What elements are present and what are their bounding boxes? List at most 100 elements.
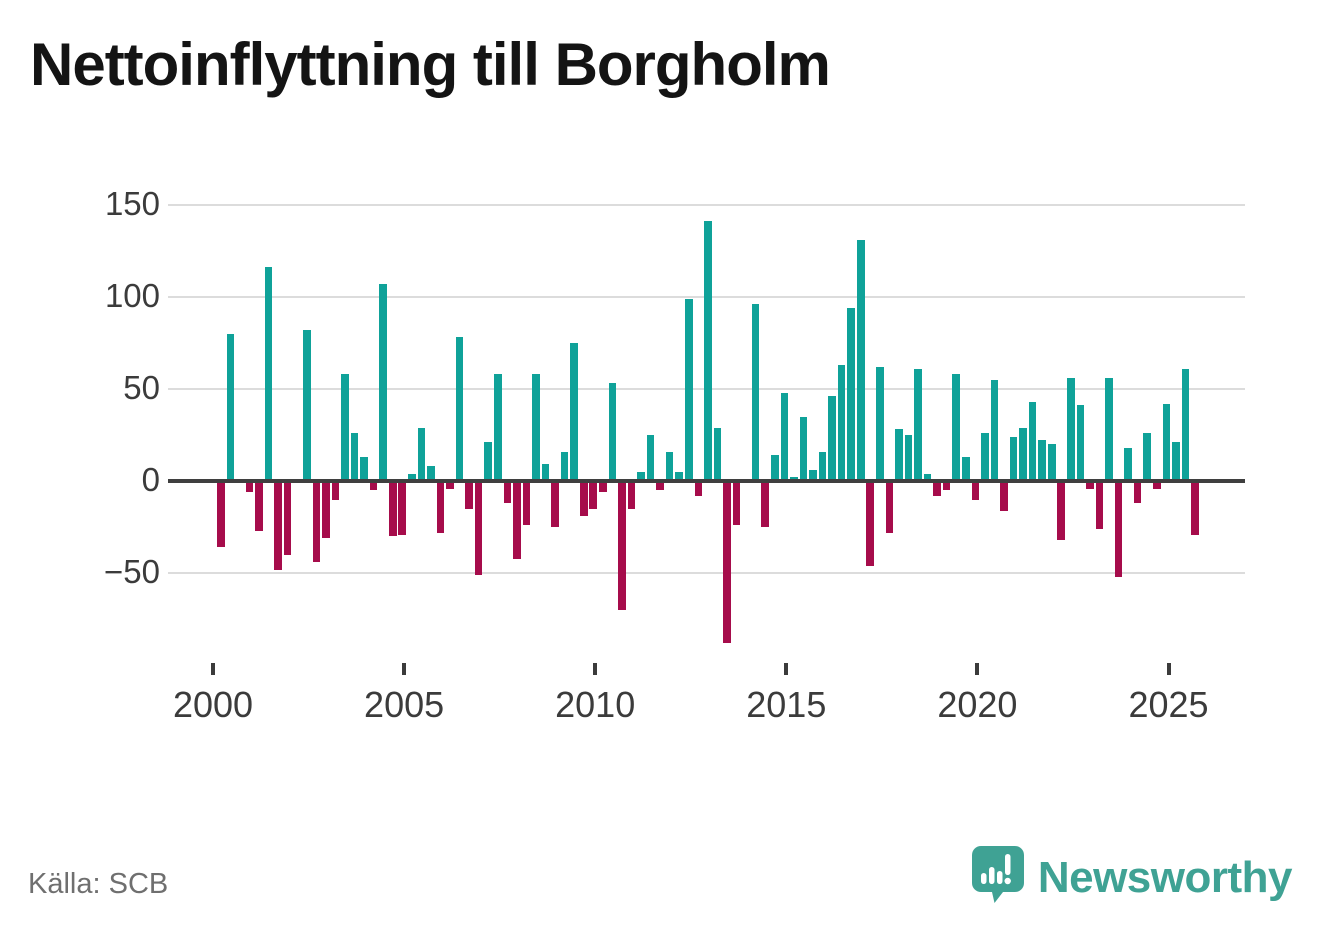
x-axis-tick (975, 663, 980, 675)
plot-area: 150 100 50 0 −50 2000 2005 2010 2015 2020 2025 (104, 184, 1245, 725)
bar-positive (1181, 368, 1190, 481)
x-axis-tick (211, 663, 215, 675)
bar-positive (427, 466, 435, 481)
bar-negative (322, 483, 330, 539)
bar-positive (837, 364, 846, 481)
x-axis-label: 2020 (937, 684, 1018, 725)
bar-positive (713, 427, 722, 481)
bar-negative (503, 483, 512, 504)
x-axis-label: 2010 (555, 684, 636, 725)
bar-negative (1095, 483, 1104, 530)
bar-positive (914, 368, 922, 481)
bar-negative (436, 483, 445, 533)
bar-negative (398, 483, 407, 535)
bar-negative (1057, 483, 1066, 541)
y-axis-label: 150 (104, 184, 160, 222)
bar-positive (360, 457, 368, 481)
bar-negative (933, 483, 941, 496)
bar-positive (484, 442, 493, 481)
bar-negative (694, 483, 703, 496)
bar-positive (1067, 377, 1075, 481)
brand-name: Newsworthy (1037, 852, 1293, 902)
bar-positive (751, 304, 760, 481)
bar-negative (1000, 483, 1008, 511)
x-axis-tick (784, 663, 789, 675)
bar-positive (684, 298, 693, 481)
bar-positive (847, 307, 855, 481)
bar-positive (350, 433, 359, 481)
bar-positive (1038, 440, 1046, 481)
bar-positive (1028, 401, 1037, 481)
bar-positive (541, 464, 550, 481)
y-axis-label: −50 (104, 553, 160, 591)
bar-negative (513, 483, 521, 559)
bar-negative (761, 483, 769, 528)
bar-negative (369, 483, 378, 491)
bar-negative (618, 483, 626, 611)
bar-negative (971, 483, 980, 500)
bar-positive (704, 221, 712, 481)
bar-positive (1143, 433, 1152, 481)
bar-negative (551, 483, 559, 528)
bar-negative (465, 483, 473, 509)
gridline (168, 572, 1245, 575)
zero-line (168, 479, 1245, 483)
bar-negative (656, 483, 664, 491)
bar-positive (856, 239, 865, 481)
bar-positive (570, 342, 578, 481)
bar-positive (637, 471, 645, 481)
bar-positive (923, 473, 932, 481)
x-axis-tick (593, 663, 598, 675)
bar-positive (818, 451, 827, 481)
bar-positive (952, 374, 961, 481)
bar-positive (770, 455, 779, 481)
bar-positive (646, 434, 655, 481)
bar-positive (1105, 377, 1113, 481)
bar-negative (312, 483, 321, 563)
bar-positive (1019, 427, 1027, 481)
bar-positive (408, 473, 416, 481)
bar-positive (608, 383, 617, 481)
bar-negative (589, 483, 598, 509)
bar-positive (1162, 403, 1171, 481)
bar-positive (1172, 442, 1180, 481)
bar-positive (455, 337, 464, 481)
bar-negative (255, 483, 263, 531)
bar-positive (780, 392, 789, 481)
bar-negative (1191, 483, 1199, 535)
bar-positive (264, 267, 273, 481)
bar-positive (532, 374, 540, 481)
bar-positive (1047, 444, 1056, 481)
x-axis-label: 2000 (172, 684, 254, 725)
bar-negative (1133, 483, 1142, 504)
bar-positive (809, 469, 817, 481)
bar-negative (388, 483, 397, 537)
bar-positive (665, 451, 674, 481)
bar-positive (560, 451, 569, 481)
bar-negative (1086, 483, 1094, 489)
x-axis-label: 2005 (364, 684, 445, 725)
bar-negative (732, 483, 741, 526)
bar-negative (274, 483, 282, 570)
newsworthy-logo-icon (971, 846, 1024, 909)
bar-positive (990, 379, 999, 481)
bar-positive (226, 333, 235, 481)
bar-positive (1009, 436, 1018, 481)
bar-negative (723, 483, 731, 644)
bar-positive (1076, 405, 1085, 481)
bar-positive (876, 366, 884, 481)
x-axis-label: 2025 (1128, 684, 1209, 725)
bar-negative (446, 483, 454, 489)
bar-positive (981, 433, 989, 481)
bar-negative (866, 483, 875, 566)
bar-positive (904, 434, 913, 481)
bar-negative (579, 483, 588, 517)
chart-title: Nettoinflyttning till Borgholm (30, 31, 831, 98)
bar-negative (1114, 483, 1123, 577)
bar-positive (493, 374, 502, 481)
bar-negative (599, 483, 607, 493)
bar-negative (627, 483, 636, 509)
bar-negative (283, 483, 292, 555)
y-axis-label: 50 (123, 368, 160, 406)
